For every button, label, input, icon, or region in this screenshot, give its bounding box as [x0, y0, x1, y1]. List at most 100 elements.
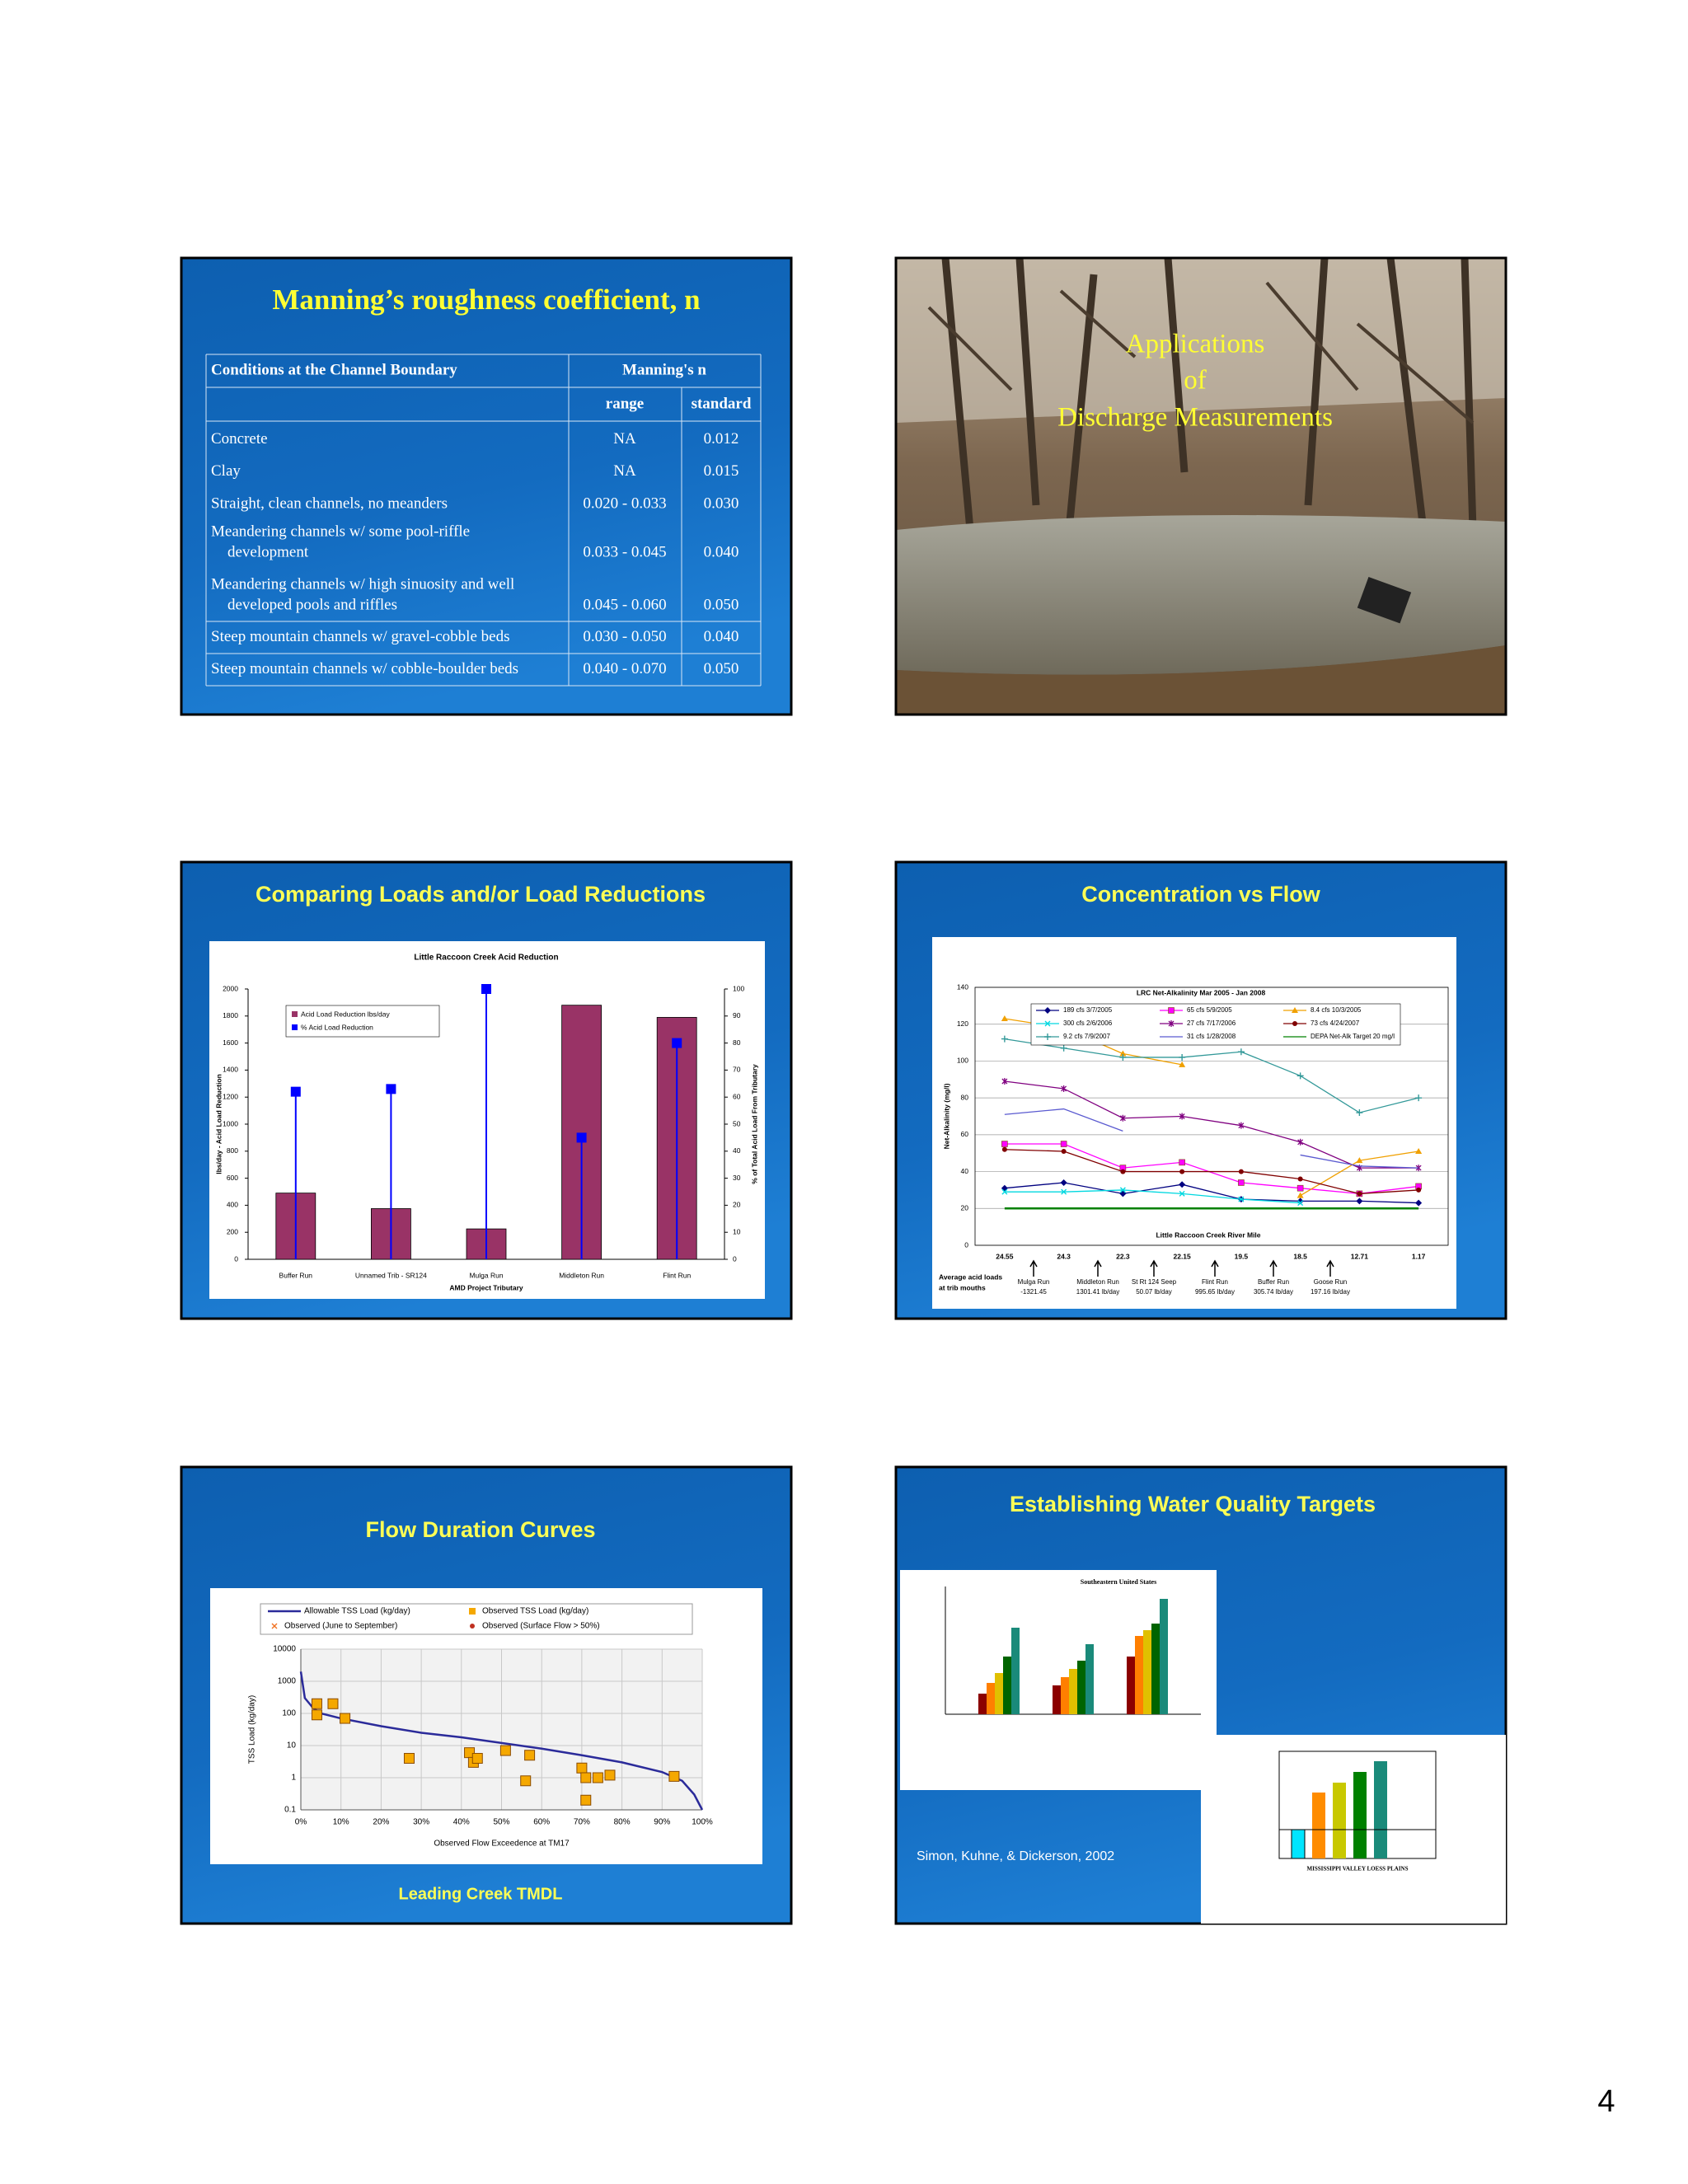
point [471, 1753, 483, 1765]
legend-box [1030, 1003, 1401, 1046]
legend-label: 8.4 cfs 10/3/2005 [1311, 1006, 1362, 1014]
marker [1001, 1188, 1008, 1195]
slide-border [894, 256, 1507, 716]
table-header: Manning's n [622, 361, 706, 378]
y-tick-label: 100 [957, 1057, 968, 1065]
x-tick-label: Mulga Run [469, 1271, 503, 1279]
percent-marker [290, 1086, 301, 1097]
point [580, 1794, 592, 1806]
x-tick-label: 30% [413, 1818, 429, 1827]
figure-title: Southeastern United States [1081, 1578, 1156, 1586]
table-cell: NA [613, 462, 636, 480]
x-tick-label: 10% [333, 1818, 349, 1827]
annotation: Average acid loads [939, 1272, 1002, 1281]
slide: Establishing Water Quality Targets South… [894, 1465, 1507, 1925]
y-tick-label: 1000 [278, 1677, 297, 1686]
x-tick-label: Buffer Run [279, 1271, 313, 1279]
marker [1179, 1113, 1185, 1120]
marker [1001, 1141, 1008, 1147]
marker [1119, 1187, 1126, 1193]
y-axis-label: lbs/day - Acid Load Reduction [214, 1074, 223, 1174]
slide: Concentration vs Flow LRC Net-Alkalinity… [894, 860, 1507, 1320]
table-cell: developed pools and riffles [227, 596, 397, 613]
tributary-load: 1301.41 lb/day [1076, 1288, 1120, 1296]
figure-bars [945, 1586, 1201, 1715]
marker [1179, 1190, 1185, 1197]
marker [1296, 1197, 1304, 1205]
tributary-load: 197.16 lb/day [1311, 1288, 1350, 1296]
marker [1179, 1053, 1186, 1061]
series-line [1004, 1080, 1419, 1169]
y-tick-label: 20 [961, 1204, 969, 1212]
table-header: Conditions at the Channel Boundary [211, 361, 457, 378]
legend-label: DEPA Net-Alk Target 20 mg/l [1311, 1033, 1395, 1040]
x-axis-label: AMD Project Tributary [449, 1283, 523, 1291]
legend-marker [469, 1608, 476, 1615]
marker [1119, 1114, 1126, 1122]
marker [1296, 1072, 1304, 1080]
table-cell: Meandering channels w/ high sinuosity an… [211, 575, 514, 593]
y-axis-label: Net-Alkalinity (mg/l) [942, 1083, 950, 1149]
slide-title: Establishing Water Quality Targets [1010, 1492, 1376, 1516]
x-tick-label: 18.5 [1293, 1252, 1307, 1260]
table-cell: development [227, 543, 309, 560]
x-tick-label: 0% [295, 1818, 307, 1827]
x-tick-label: 40% [453, 1818, 470, 1827]
legend-label: 65 cfs 5/9/2005 [1187, 1006, 1232, 1014]
figure-title: MISSISSIPPI VALLEY LOESS PLAINS [1306, 1866, 1408, 1872]
marker [1001, 1146, 1007, 1152]
point [524, 1750, 536, 1761]
marker [1119, 1053, 1127, 1061]
legend-label: 9.2 cfs 7/9/2007 [1063, 1033, 1110, 1040]
marker [1297, 1176, 1303, 1182]
chart-area [932, 937, 1456, 1309]
marker [1297, 1200, 1304, 1207]
y2-tick-label: 40 [733, 1146, 741, 1155]
tributary-name: Buffer Run [1258, 1278, 1289, 1286]
y2-tick-label: 100 [733, 984, 744, 992]
marker [1415, 1199, 1423, 1207]
tributary-name: Flint Run [1202, 1278, 1228, 1286]
y2-tick-label: 80 [733, 1038, 741, 1047]
y2-axis-label: % of Total Acid Load From Tributary [750, 1064, 758, 1184]
legend-marker [1044, 1033, 1051, 1040]
slide: Flow Duration Curves Leading Creek TMDL … [180, 1465, 793, 1925]
marker [1357, 1191, 1362, 1197]
x-tick-label: 90% [654, 1818, 670, 1827]
table-cell: 0.015 [704, 462, 739, 480]
plot-frame [974, 987, 1449, 1246]
table-cell: 0.033 - 0.045 [583, 543, 666, 560]
point [520, 1775, 532, 1787]
legend-marker [1292, 1021, 1297, 1026]
y-tick-label: 1200 [223, 1092, 238, 1100]
legend-swatch [292, 1024, 298, 1030]
marker [1415, 1094, 1423, 1102]
y-tick-label: 0.1 [284, 1806, 296, 1815]
x-tick-label: Flint Run [663, 1271, 691, 1279]
marker [1060, 1141, 1067, 1147]
sky [896, 258, 1506, 423]
arrow [1029, 1259, 1038, 1277]
legend-label: 31 cfs 1/28/2008 [1187, 1033, 1236, 1040]
marker [1356, 1157, 1363, 1164]
table-cell: Concrete [211, 430, 268, 448]
caption: Leading Creek TMDL [399, 1885, 563, 1903]
table-cell: 0.050 [704, 596, 739, 613]
table-cell: 0.050 [704, 660, 739, 677]
table-cell: 0.040 [704, 628, 739, 645]
x-tick-label: 60% [533, 1818, 550, 1827]
marker [1238, 1179, 1245, 1186]
marker [1120, 1169, 1126, 1174]
marker [1296, 1184, 1304, 1192]
point [403, 1753, 415, 1765]
legend-label: Observed (Surface Flow > 50%) [482, 1622, 600, 1631]
marker [1238, 1122, 1245, 1129]
point [327, 1698, 339, 1709]
y2-tick-label: 50 [733, 1119, 741, 1127]
tributary-name: St Rt 124 Seep [1132, 1278, 1177, 1286]
slide-bg [180, 256, 793, 716]
series-line [1004, 1189, 1301, 1204]
x-tick-label: 70% [574, 1818, 590, 1827]
table-cell: NA [613, 430, 636, 448]
